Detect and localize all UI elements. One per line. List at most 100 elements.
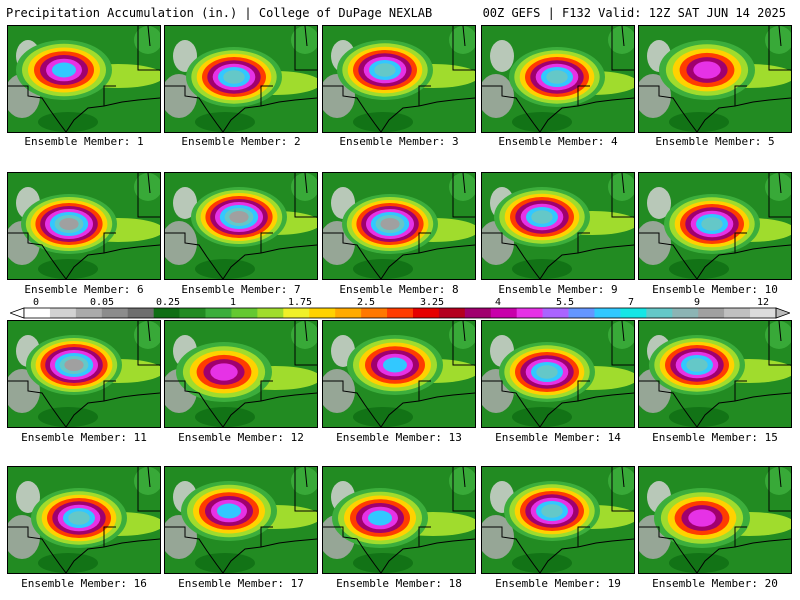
state-border bbox=[621, 321, 625, 342]
ensemble-panel bbox=[481, 320, 635, 428]
precip-map bbox=[639, 26, 791, 132]
state-border bbox=[462, 26, 466, 47]
ensemble-panel bbox=[7, 466, 161, 574]
dry-area bbox=[165, 221, 197, 265]
dry-area bbox=[291, 173, 317, 201]
state-border bbox=[103, 85, 116, 106]
colorbar-segment bbox=[101, 308, 129, 318]
colorbar-segment bbox=[361, 308, 388, 318]
colorbar-tick-label: 9 bbox=[693, 297, 701, 308]
dry-area bbox=[639, 74, 671, 118]
precip-contour bbox=[64, 359, 84, 371]
ensemble-panel bbox=[322, 25, 476, 133]
state-border bbox=[418, 232, 431, 253]
precip-map bbox=[482, 467, 634, 573]
dry-area bbox=[608, 321, 634, 349]
colorbar-tick-label: 0.05 bbox=[89, 297, 115, 308]
state-border bbox=[452, 467, 475, 512]
state-border bbox=[294, 321, 317, 366]
dry-area bbox=[134, 173, 160, 201]
state-border bbox=[137, 26, 160, 71]
state-border bbox=[165, 85, 224, 132]
state-border bbox=[137, 321, 160, 366]
dry-area bbox=[195, 407, 255, 427]
colorbar-tick-label: 0.25 bbox=[155, 297, 181, 308]
colorbar-tick-label: 5.5 bbox=[555, 297, 575, 308]
state-border bbox=[639, 380, 698, 427]
colorbar-segment bbox=[24, 308, 51, 318]
ensemble-member-label: Ensemble Member: 10 bbox=[652, 283, 778, 296]
dry-area bbox=[291, 321, 317, 349]
dry-area bbox=[195, 259, 255, 279]
state-border bbox=[304, 321, 308, 342]
state-border bbox=[304, 467, 308, 488]
state-border bbox=[734, 85, 747, 106]
state-border bbox=[418, 380, 431, 401]
state-border bbox=[452, 173, 475, 218]
state-border bbox=[621, 467, 625, 488]
state-border bbox=[137, 467, 160, 512]
colorbar-segment bbox=[179, 308, 206, 318]
dry-area bbox=[173, 187, 197, 219]
ensemble-member-label: Ensemble Member: 16 bbox=[21, 577, 147, 590]
dry-area bbox=[512, 407, 572, 427]
state-border bbox=[323, 232, 382, 279]
ensemble-member-label: Ensemble Member: 1 bbox=[24, 135, 144, 148]
dry-area bbox=[512, 553, 572, 573]
colorbar-segment bbox=[49, 308, 77, 318]
precip-map bbox=[165, 321, 317, 427]
colorbar-tick-label: 1.75 bbox=[287, 297, 313, 308]
precip-contour bbox=[229, 211, 249, 223]
ensemble-member-label: Ensemble Member: 13 bbox=[336, 431, 462, 444]
dry-area bbox=[38, 259, 98, 279]
colorbar-segment bbox=[490, 308, 517, 318]
state-border bbox=[639, 526, 698, 573]
ensemble-panel bbox=[164, 320, 318, 428]
dry-area bbox=[291, 26, 317, 54]
state-border bbox=[452, 26, 475, 71]
state-border bbox=[452, 321, 475, 366]
precip-map bbox=[165, 26, 317, 132]
ensemble-member-label: Ensemble Member: 17 bbox=[178, 577, 304, 590]
dry-area bbox=[608, 467, 634, 495]
precip-map bbox=[8, 321, 160, 427]
state-border bbox=[294, 467, 317, 512]
colorbar-segment bbox=[724, 308, 751, 318]
ensemble-panel bbox=[7, 25, 161, 133]
colorbar-min-arrow bbox=[10, 307, 25, 319]
state-border bbox=[621, 26, 625, 47]
dry-area bbox=[353, 259, 413, 279]
state-border bbox=[323, 85, 382, 132]
colorbar-tick-label: 0 bbox=[32, 297, 40, 308]
state-border bbox=[260, 232, 273, 253]
dry-area bbox=[765, 467, 791, 495]
precip-contour bbox=[541, 504, 563, 518]
ensemble-member-label: Ensemble Member: 12 bbox=[178, 431, 304, 444]
state-border bbox=[418, 85, 431, 106]
precip-map bbox=[323, 173, 475, 279]
dry-area bbox=[669, 407, 729, 427]
state-border bbox=[323, 380, 382, 427]
dry-area bbox=[608, 26, 634, 54]
state-border bbox=[165, 232, 224, 279]
precip-map bbox=[8, 173, 160, 279]
state-border bbox=[137, 173, 160, 218]
colorbar-segment bbox=[153, 308, 180, 318]
ensemble-panel bbox=[638, 172, 792, 280]
ensemble-panel bbox=[164, 25, 318, 133]
ensemble-panel bbox=[638, 25, 792, 133]
colorbar-segment bbox=[412, 308, 440, 318]
precip-contour bbox=[688, 509, 716, 527]
precip-contour bbox=[68, 511, 90, 525]
dry-area bbox=[765, 26, 791, 54]
dry-area bbox=[323, 369, 355, 413]
colorbar-segment bbox=[646, 308, 673, 318]
precip-contour bbox=[546, 70, 568, 84]
dry-area bbox=[353, 407, 413, 427]
precip-contour bbox=[52, 62, 76, 78]
dry-area bbox=[449, 467, 475, 495]
colorbar-segment bbox=[205, 308, 232, 318]
dry-area bbox=[669, 112, 729, 132]
precip-map bbox=[165, 173, 317, 279]
ensemble-member-label: Ensemble Member: 9 bbox=[498, 283, 618, 296]
